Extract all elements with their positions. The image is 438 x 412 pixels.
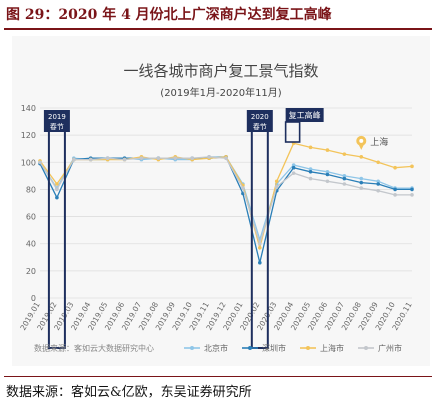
series-line-3 (39, 156, 412, 246)
data-point (359, 176, 364, 181)
data-point (393, 165, 397, 170)
data-point (156, 156, 161, 161)
y-tick-label: 140 (21, 104, 36, 113)
data-point (342, 174, 347, 178)
legend-marker (364, 346, 368, 350)
data-point (72, 157, 76, 162)
y-tick-label: 100 (21, 158, 36, 167)
data-point (325, 169, 330, 174)
data-point (207, 155, 211, 159)
legend-label: 深圳市 (262, 343, 286, 353)
data-point (325, 179, 330, 184)
annotation-label: 春节 (253, 122, 267, 131)
data-point (88, 157, 93, 162)
data-point (122, 157, 127, 162)
chart-title: 一线各城市商户复工景气指数 (123, 62, 318, 80)
data-point (258, 260, 262, 265)
data-point (376, 179, 380, 184)
data-point (274, 179, 279, 184)
data-point (38, 160, 42, 165)
legend-label: 广州市 (378, 343, 402, 353)
y-tick-label: 120 (21, 131, 36, 140)
y-tick-label: 40 (26, 240, 36, 249)
data-point (308, 167, 313, 171)
data-point (55, 182, 59, 186)
legend-label: 上海市 (320, 343, 344, 353)
figure-title: 图 29：2020 年 4 月份北上广深商户达到复工高峰 (6, 7, 332, 23)
data-point (308, 176, 313, 181)
data-point (291, 163, 296, 167)
y-tick-label: 0 (31, 294, 36, 303)
data-point (173, 156, 178, 161)
data-point (258, 245, 262, 250)
data-point (325, 172, 330, 177)
legend-label: 北京市 (204, 343, 228, 353)
y-tick-label: 20 (26, 267, 36, 276)
shanghai-label: 上海 (370, 136, 388, 148)
data-point (342, 176, 347, 181)
series-line-0 (39, 156, 412, 242)
data-point (410, 164, 414, 169)
data-point (359, 155, 364, 159)
data-point (359, 186, 364, 190)
data-point (393, 187, 397, 192)
y-tick-label: 80 (26, 185, 36, 194)
spring-festival-label-bg (246, 110, 273, 132)
inner-source: 数据来源：客如云大数据研究中心 (34, 343, 154, 353)
peak-label-bg (285, 108, 324, 122)
data-point (258, 241, 262, 246)
data-point (274, 184, 279, 189)
data-point (342, 182, 347, 186)
data-point (139, 156, 144, 161)
data-point (342, 152, 347, 156)
data-point (224, 156, 228, 161)
legend-marker (190, 346, 194, 350)
source-note: 数据来源：客如云&亿欧，东吴证券研究所 (6, 385, 252, 400)
series-line-1 (39, 156, 412, 263)
y-tick-label: 60 (26, 213, 36, 222)
location-pin-tip (358, 143, 365, 150)
data-point (308, 145, 313, 150)
data-point (376, 182, 380, 186)
data-point (393, 193, 397, 197)
legend-marker (306, 346, 310, 350)
annotation-year: 2020 (251, 113, 269, 121)
spring-festival-label-bg (43, 110, 70, 132)
data-point (376, 160, 380, 165)
data-point (241, 186, 245, 190)
peak-box (284, 121, 301, 143)
chart-frame: 一线各城市商户复工景气指数 (2019年1月-2020年11月) 0 20 40 60 80… (12, 36, 430, 366)
chart-subtitle: (2019年1月-2020年11月) (160, 86, 281, 99)
data-point (55, 195, 59, 200)
title-rule (4, 28, 432, 30)
data-point (190, 156, 194, 161)
peak-label: 复工高峰 (289, 110, 321, 120)
data-point (291, 171, 296, 175)
annotation-label: 春节 (50, 122, 64, 131)
annotation-year: 2019 (48, 113, 66, 121)
location-pin-dot (359, 138, 364, 143)
data-point (291, 165, 296, 170)
legend-marker (248, 346, 252, 350)
data-point (410, 187, 414, 192)
data-point (308, 169, 313, 174)
bottom-rule (4, 376, 432, 377)
data-point (325, 148, 330, 152)
data-point (410, 193, 414, 197)
data-point (359, 180, 364, 185)
data-point (55, 187, 59, 192)
line-chart: 一线各城市商户复工景气指数 (2019年1月-2020年11月) 0 20 40 60 80… (18, 62, 414, 353)
data-point (376, 188, 380, 193)
data-point (105, 156, 110, 161)
